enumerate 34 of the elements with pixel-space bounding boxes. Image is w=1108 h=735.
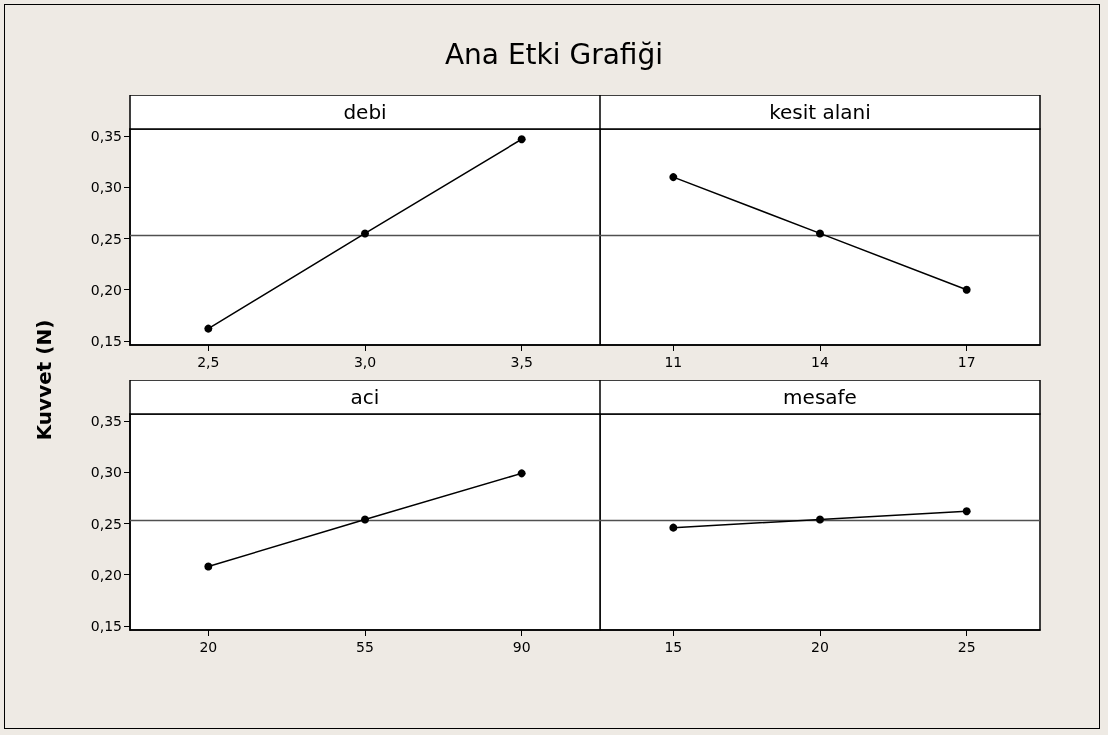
y-tick-label: 0,15 (90, 332, 122, 349)
x-tick-label: 90 (512, 639, 531, 655)
x-tick-label: 3,0 (353, 354, 377, 370)
x-tick-label: 25 (957, 639, 976, 655)
x-tick-label: 17 (957, 354, 976, 370)
y-tick-label: 0,35 (90, 413, 122, 430)
point (204, 562, 213, 571)
point (517, 469, 526, 478)
x-tick-label: 20 (811, 639, 829, 655)
y-tick-label: 0,25 (90, 515, 122, 532)
y-tick-label: 0,30 (90, 179, 122, 196)
y-tick-label: 0,20 (90, 566, 122, 583)
x-tick-label: 14 (811, 354, 829, 370)
point (517, 135, 526, 144)
chart-title: mesafe (783, 385, 857, 409)
x-tick-label: 55 (356, 639, 374, 655)
y-tick-label: 0,35 (90, 128, 122, 145)
text: Ana Etki Grafiği (443, 38, 665, 71)
chart-title: debi (343, 100, 387, 124)
y-tick-label: 0,15 (90, 617, 122, 634)
x-tick-label: 11 (664, 354, 683, 370)
y-tick-label: 0,25 (90, 230, 122, 247)
point (204, 324, 213, 333)
y-tick-label: 0,20 (90, 281, 122, 298)
y-axis-title: Kuvvet (N) (32, 319, 56, 441)
chart-title: aci (350, 385, 380, 409)
x-tick-label: 15 (664, 639, 683, 655)
x-tick-label: 20 (199, 639, 218, 655)
x-tick-label: 2,5 (197, 354, 220, 370)
point (361, 229, 369, 238)
y-tick-label: 0,30 (90, 464, 122, 481)
point (361, 515, 369, 524)
x-tick-label: 3,5 (510, 354, 533, 370)
chart-title: kesit alani (769, 100, 871, 124)
